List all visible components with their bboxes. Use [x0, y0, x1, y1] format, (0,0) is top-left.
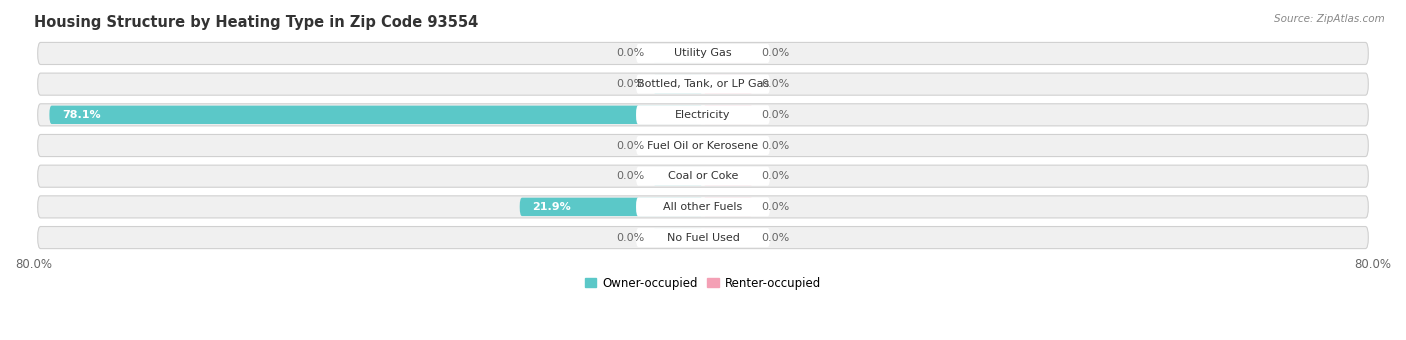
- Text: 0.0%: 0.0%: [762, 79, 790, 89]
- FancyBboxPatch shape: [703, 198, 754, 216]
- Text: Utility Gas: Utility Gas: [675, 49, 731, 58]
- Text: 0.0%: 0.0%: [762, 110, 790, 120]
- Text: Bottled, Tank, or LP Gas: Bottled, Tank, or LP Gas: [637, 79, 769, 89]
- Text: 0.0%: 0.0%: [762, 171, 790, 181]
- Legend: Owner-occupied, Renter-occupied: Owner-occupied, Renter-occupied: [579, 272, 827, 294]
- FancyBboxPatch shape: [652, 44, 703, 63]
- FancyBboxPatch shape: [49, 106, 703, 124]
- FancyBboxPatch shape: [652, 136, 703, 155]
- Text: No Fuel Used: No Fuel Used: [666, 233, 740, 242]
- FancyBboxPatch shape: [636, 44, 770, 63]
- FancyBboxPatch shape: [38, 134, 1368, 156]
- FancyBboxPatch shape: [703, 167, 754, 185]
- FancyBboxPatch shape: [652, 75, 703, 94]
- Text: 0.0%: 0.0%: [762, 49, 790, 58]
- Text: 0.0%: 0.0%: [616, 171, 644, 181]
- Text: Electricity: Electricity: [675, 110, 731, 120]
- FancyBboxPatch shape: [636, 197, 770, 216]
- Text: 0.0%: 0.0%: [616, 79, 644, 89]
- FancyBboxPatch shape: [636, 136, 770, 155]
- FancyBboxPatch shape: [636, 167, 770, 186]
- FancyBboxPatch shape: [652, 228, 703, 247]
- FancyBboxPatch shape: [636, 105, 770, 124]
- FancyBboxPatch shape: [703, 228, 754, 247]
- Text: 0.0%: 0.0%: [616, 140, 644, 151]
- Text: 78.1%: 78.1%: [62, 110, 101, 120]
- FancyBboxPatch shape: [703, 75, 754, 94]
- Text: 0.0%: 0.0%: [762, 202, 790, 212]
- FancyBboxPatch shape: [652, 167, 703, 185]
- Text: All other Fuels: All other Fuels: [664, 202, 742, 212]
- Text: Housing Structure by Heating Type in Zip Code 93554: Housing Structure by Heating Type in Zip…: [34, 15, 478, 30]
- FancyBboxPatch shape: [703, 44, 754, 63]
- FancyBboxPatch shape: [38, 196, 1368, 218]
- FancyBboxPatch shape: [38, 226, 1368, 249]
- Text: Source: ZipAtlas.com: Source: ZipAtlas.com: [1274, 14, 1385, 23]
- FancyBboxPatch shape: [520, 198, 703, 216]
- Text: Coal or Coke: Coal or Coke: [668, 171, 738, 181]
- FancyBboxPatch shape: [38, 73, 1368, 95]
- Text: 0.0%: 0.0%: [762, 140, 790, 151]
- Text: 21.9%: 21.9%: [533, 202, 571, 212]
- FancyBboxPatch shape: [38, 104, 1368, 126]
- FancyBboxPatch shape: [38, 165, 1368, 187]
- Text: 0.0%: 0.0%: [762, 233, 790, 242]
- Text: Fuel Oil or Kerosene: Fuel Oil or Kerosene: [647, 140, 759, 151]
- FancyBboxPatch shape: [636, 228, 770, 247]
- FancyBboxPatch shape: [38, 42, 1368, 65]
- FancyBboxPatch shape: [703, 136, 754, 155]
- FancyBboxPatch shape: [703, 106, 754, 124]
- Text: 0.0%: 0.0%: [616, 49, 644, 58]
- FancyBboxPatch shape: [636, 74, 770, 94]
- Text: 0.0%: 0.0%: [616, 233, 644, 242]
